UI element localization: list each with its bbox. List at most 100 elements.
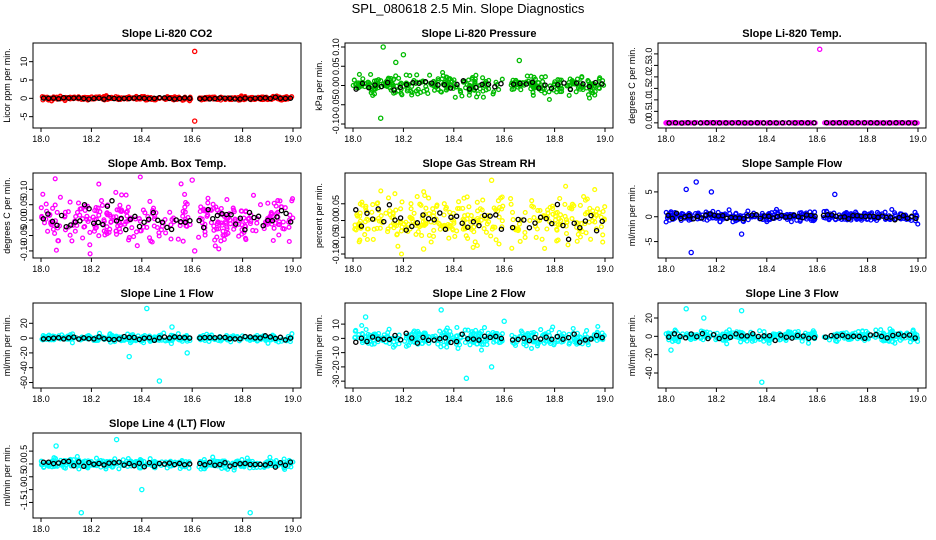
data-point	[456, 199, 462, 205]
reference-point	[772, 337, 778, 344]
data-point	[544, 226, 550, 232]
data-point	[103, 466, 109, 472]
data-point	[117, 202, 123, 208]
data-point	[116, 466, 122, 472]
reference-point	[274, 214, 280, 220]
reference-point	[884, 335, 890, 341]
series-points	[352, 177, 608, 257]
reference-point	[353, 339, 359, 345]
data-point	[452, 233, 458, 239]
data-point	[439, 223, 445, 229]
reference-point	[723, 120, 729, 126]
reference-point	[442, 335, 449, 341]
reference-point	[111, 460, 117, 466]
data-point	[163, 230, 169, 236]
x-tick-label: 18.6	[495, 394, 513, 404]
data-point	[87, 229, 93, 235]
reference-point	[773, 120, 780, 126]
reference-point	[517, 80, 523, 87]
data-point	[466, 77, 472, 83]
reference-point	[257, 95, 263, 102]
data-point	[450, 227, 456, 233]
data-point	[593, 212, 599, 218]
data-point	[483, 229, 489, 235]
data-point	[500, 203, 506, 209]
data-point	[52, 230, 58, 236]
data-point	[545, 207, 551, 213]
reference-point	[96, 334, 102, 340]
reference-point	[109, 198, 115, 204]
reference-point	[473, 84, 479, 91]
y-tick-label: 2.5	[644, 59, 654, 72]
data-point	[63, 462, 69, 468]
x-tick-label: 18.6	[183, 264, 201, 274]
reference-point	[403, 81, 410, 88]
reference-point	[442, 226, 449, 233]
outlier-point	[463, 375, 470, 382]
reference-point	[86, 459, 92, 466]
data-point	[441, 212, 447, 218]
data-point	[55, 238, 62, 244]
reference-point	[688, 331, 694, 337]
reference-point	[155, 217, 161, 224]
reference-point	[126, 460, 132, 467]
outlier-point	[816, 46, 823, 53]
data-point	[77, 206, 83, 212]
reference-point	[101, 335, 107, 342]
reference-point	[262, 95, 269, 101]
data-point	[510, 217, 516, 223]
x-tick-label: 18.2	[708, 394, 726, 404]
reference-point	[735, 120, 742, 126]
outlier-point	[247, 509, 253, 516]
reference-point	[845, 215, 852, 222]
x-tick-label: 18.6	[183, 524, 201, 534]
reference-point	[850, 333, 857, 340]
reference-point	[409, 223, 415, 230]
data-point	[590, 208, 596, 214]
reference-point	[359, 80, 366, 87]
data-point	[557, 212, 564, 218]
outlier-point	[683, 306, 689, 312]
data-point	[356, 71, 362, 77]
x-tick-label: 18.0	[344, 394, 362, 404]
data-point	[577, 227, 583, 233]
data-point	[542, 245, 548, 251]
reference-point	[101, 462, 107, 468]
reference-point	[532, 334, 538, 341]
reference-point	[282, 337, 289, 343]
reference-point	[252, 461, 258, 468]
data-point	[385, 229, 391, 235]
data-point	[437, 328, 443, 334]
reference-point	[375, 206, 381, 212]
outlier-point	[683, 186, 689, 193]
reference-point	[222, 95, 228, 101]
reference-point	[686, 213, 692, 219]
data-point	[499, 218, 505, 224]
data-point	[357, 201, 363, 207]
reference-point	[874, 120, 880, 126]
data-point	[738, 339, 744, 345]
plot-frame	[657, 42, 927, 129]
data-point	[93, 455, 100, 461]
reference-point	[55, 460, 62, 466]
reference-point	[252, 335, 258, 341]
reference-point	[599, 81, 605, 87]
reference-point	[828, 332, 834, 339]
x-tick-label: 18.4	[758, 264, 776, 274]
data-point	[579, 74, 585, 80]
x-tick-label: 18.0	[657, 264, 675, 274]
data-point	[41, 464, 47, 471]
data-point	[757, 328, 763, 334]
data-point	[289, 198, 295, 204]
reference-point	[448, 214, 454, 220]
data-point	[872, 334, 879, 340]
x-tick-label: 18.2	[395, 394, 413, 404]
data-point	[85, 218, 91, 225]
data-point	[395, 243, 401, 249]
data-point	[540, 79, 546, 85]
data-point	[392, 222, 398, 228]
data-point	[96, 212, 102, 218]
reference-point	[429, 80, 435, 86]
reference-point	[375, 336, 381, 342]
reference-point	[886, 120, 893, 126]
